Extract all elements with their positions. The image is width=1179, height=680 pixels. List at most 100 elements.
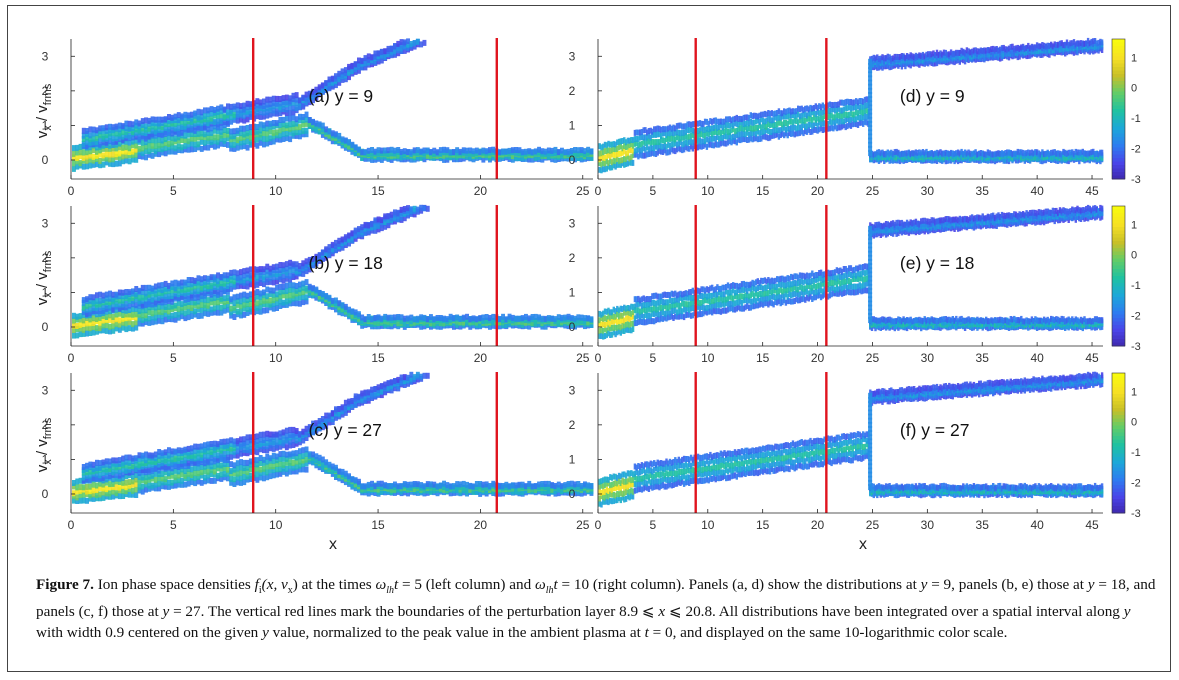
density-cell (790, 112, 793, 119)
density-cell (728, 116, 731, 123)
density-cell (150, 296, 155, 303)
density-cell (753, 119, 756, 126)
density-cell (556, 314, 561, 321)
density-cell (219, 280, 224, 287)
density-cell (409, 371, 414, 378)
density-cell (294, 294, 299, 301)
density-cell (742, 114, 745, 121)
density-cell (268, 301, 273, 308)
density-cell (216, 288, 220, 295)
density-cell (399, 42, 404, 49)
density-cell (686, 140, 689, 147)
density-cell (278, 132, 283, 139)
density-cell (881, 149, 884, 156)
density-cell (131, 298, 135, 304)
density-cell (840, 123, 844, 130)
density-cell (723, 122, 726, 129)
density-cell (153, 481, 158, 488)
density-cell (566, 481, 571, 487)
density-cell (491, 313, 496, 320)
density-cell (245, 279, 250, 286)
density-cell (140, 488, 145, 495)
density-cell (147, 288, 152, 295)
density-cell (114, 306, 119, 313)
density-cell (304, 116, 309, 123)
density-cell (304, 429, 309, 436)
density-cell (758, 122, 761, 129)
density-cell (114, 138, 119, 145)
density-cell (124, 467, 129, 474)
density-cell (98, 319, 103, 326)
density-cell (216, 109, 220, 115)
density-cell (262, 103, 266, 110)
density-cell (409, 41, 414, 47)
density-cell (180, 313, 184, 320)
density-cell (167, 144, 171, 151)
density-cell (419, 41, 424, 48)
density-cell (137, 473, 142, 480)
density-cell (668, 124, 672, 131)
density-cell (514, 154, 519, 161)
density-cell (798, 106, 802, 113)
density-cell (684, 144, 687, 151)
density-cell (711, 125, 714, 132)
density-cell (728, 129, 731, 136)
density-cell (849, 99, 853, 105)
density-cell (229, 277, 234, 284)
density-cell (301, 289, 306, 296)
density-cell (248, 266, 253, 273)
density-cell (865, 119, 868, 126)
density-cell (337, 472, 342, 479)
density-cell (779, 119, 782, 126)
density-cell (140, 122, 145, 128)
density-cell (131, 491, 135, 498)
density-cell (819, 115, 823, 121)
density-cell (884, 151, 888, 158)
density-cell (675, 141, 679, 148)
density-cell (199, 301, 204, 308)
density-cell (232, 466, 237, 473)
density-cell (883, 55, 886, 62)
density-cell (770, 132, 774, 139)
density-cell (370, 147, 374, 153)
density-cell (849, 105, 853, 112)
density-cell (271, 138, 276, 145)
density-cell (212, 294, 217, 301)
density-cell (186, 475, 191, 482)
density-cell (723, 128, 726, 135)
density-cell (209, 139, 214, 146)
density-cell (239, 277, 243, 284)
density-cell (226, 276, 230, 282)
density-cell (196, 288, 201, 295)
density-cell (638, 147, 642, 154)
density-cell (644, 152, 647, 159)
density-cell (517, 155, 522, 161)
density-cell (376, 50, 381, 57)
density-cell (412, 205, 417, 212)
density-cell (170, 459, 175, 466)
density-cell (853, 120, 856, 127)
density-cell (278, 430, 283, 437)
density-cell (255, 293, 260, 300)
density-cell (425, 372, 430, 379)
density-cell (298, 97, 302, 104)
density-cell (206, 126, 211, 133)
density-cell (386, 147, 391, 154)
density-cell (209, 455, 214, 461)
density-cell (262, 437, 266, 444)
density-cell (660, 126, 663, 133)
density-cell (609, 141, 612, 148)
density-cell (229, 269, 234, 276)
density-cell (81, 127, 86, 134)
density-cell (412, 43, 417, 50)
density-cell (271, 457, 276, 464)
density-cell (242, 138, 247, 145)
density-cell (163, 464, 168, 471)
density-cell (765, 127, 768, 134)
density-cell (598, 143, 601, 150)
density-cell (189, 445, 194, 452)
density-cell (72, 165, 76, 172)
density-cell (203, 139, 207, 146)
density-cell (320, 249, 325, 256)
density-cell (626, 160, 630, 167)
